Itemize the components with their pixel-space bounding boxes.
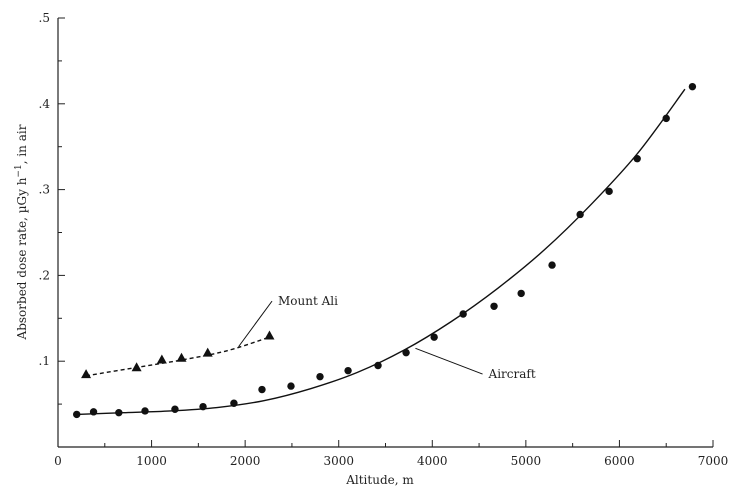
ticks: 0 1000 2000 3000 4000 5000 6000 7000 .1 .2 .3 .4 .5: [39, 11, 729, 468]
y-tick-label: .3: [39, 183, 50, 197]
aircraft-point: [605, 187, 613, 196]
mount-ali-fit-line: [85, 336, 270, 377]
aircraft-annotation: Aircraft: [488, 367, 536, 381]
aircraft-point: [688, 82, 697, 91]
aircraft-point: [73, 410, 81, 419]
aircraft-point: [199, 402, 207, 411]
y-tick-label: .4: [39, 97, 51, 111]
x-tick-label: 7000: [698, 454, 729, 468]
y-tick-label: .5: [39, 11, 50, 25]
mount-ali-point: [202, 347, 213, 357]
aircraft-leader-line: [415, 347, 483, 375]
x-tick-label: 3000: [323, 454, 354, 468]
annotations: Mount Ali Aircraft: [238, 294, 536, 381]
mount-ali-point: [81, 369, 92, 379]
aircraft-point: [344, 366, 352, 375]
aircraft-point: [141, 407, 149, 415]
y-tick-label: .1: [39, 354, 50, 368]
y-axis-title-suffix: , in air: [15, 124, 29, 164]
x-tick-label: 0: [54, 454, 62, 468]
mount-ali-annotation: Mount Ali: [278, 294, 338, 308]
aircraft-point: [576, 210, 584, 219]
aircraft-point: [633, 155, 641, 163]
aircraft-point: [490, 302, 498, 310]
x-axis-title: Altitude, m: [345, 473, 414, 487]
y-tick-label: .2: [39, 268, 50, 282]
aircraft-point: [402, 348, 410, 357]
y-axis-title-main: Absorbed dose rate, µGy h: [15, 177, 29, 340]
aircraft-point: [89, 408, 98, 416]
aircraft-point: [374, 361, 382, 370]
aircraft-point: [430, 333, 438, 341]
x-tick-label: 5000: [511, 454, 542, 468]
data-marks: [73, 82, 697, 419]
aircraft-point: [230, 399, 238, 407]
aircraft-point: [662, 114, 670, 123]
x-tick-label: 6000: [604, 454, 635, 468]
aircraft-point: [258, 385, 266, 394]
y-axis-title-sup: −1: [14, 164, 24, 177]
x-tick-label: 1000: [136, 454, 167, 468]
aircraft-point: [287, 382, 295, 390]
aircraft-point: [459, 310, 467, 318]
aircraft-point: [115, 408, 123, 417]
mount-ali-point: [156, 354, 167, 364]
aircraft-point: [316, 372, 324, 381]
x-tick-label: 2000: [230, 454, 261, 468]
mount-ali-leader-line: [238, 300, 273, 347]
x-tick-label: 4000: [417, 454, 448, 468]
aircraft-point: [548, 261, 556, 269]
axes: [57, 18, 713, 448]
mount-ali-point: [131, 362, 142, 372]
aircraft-point: [171, 405, 179, 413]
aircraft-point: [517, 289, 525, 298]
y-axis-title: Absorbed dose rate, µGy h−1, in air: [14, 124, 29, 340]
mount-ali-point: [264, 330, 275, 340]
mount-ali-point: [176, 352, 187, 362]
